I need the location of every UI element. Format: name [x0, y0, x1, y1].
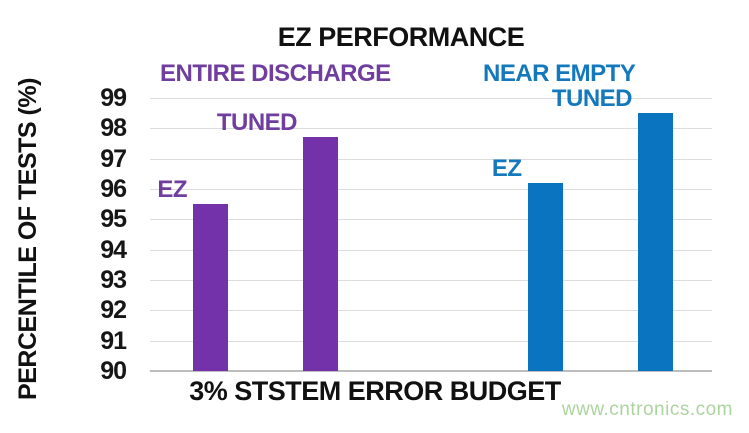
x-axis-label: 3% STSTEM ERROR BUDGET: [189, 376, 561, 406]
y-tick-label-92: 92: [100, 296, 127, 325]
bar-label-near-empty-ez: EZ: [491, 154, 522, 182]
y-axis-title: PERCENTILE OF TESTS (%): [14, 78, 42, 400]
bar-label-entire-discharge-ez: EZ: [157, 176, 187, 204]
group-label-entire-discharge: ENTIRE DISCHARGE: [160, 60, 391, 87]
gridline-90: [150, 370, 712, 372]
gridline-92: [150, 310, 712, 312]
bar-label-entire-discharge-tuned: TUNED: [216, 109, 298, 137]
gridline-96: [150, 189, 712, 190]
bar-entire-discharge-ez: [193, 204, 228, 371]
gridline-95: [150, 219, 712, 221]
y-tick-label-93: 93: [100, 266, 127, 294]
group-label-near-empty: NEAR EMPTY: [483, 60, 636, 87]
y-tick-label-94: 94: [100, 235, 127, 264]
y-tick-label-95: 95: [100, 205, 127, 234]
gridline-94: [150, 249, 712, 251]
plot-area: EZ TUNED EZ TUNED: [150, 86, 712, 372]
y-tick-label-98: 98: [100, 114, 127, 143]
bar-near-empty-ez: [527, 182, 563, 371]
gridline-97: [150, 158, 712, 160]
gridline-93: [150, 280, 712, 281]
bar-entire-discharge-tuned: [303, 137, 338, 371]
chart-title: EZ PERFORMANCE: [277, 22, 525, 52]
bar-near-empty-tuned: [638, 113, 673, 371]
watermark-text: www.cntronics.com: [561, 399, 733, 420]
gridline-98: [150, 128, 712, 130]
y-tick-label-96: 96: [100, 175, 127, 203]
y-tick-label-97: 97: [100, 144, 127, 173]
y-tick-label-99: 99: [100, 84, 127, 112]
gridline-99: [150, 98, 712, 99]
y-tick-label-90: 90: [100, 357, 127, 385]
gridline-91: [150, 340, 712, 342]
y-tick-label-91: 91: [100, 326, 127, 355]
bar-label-near-empty-tuned: TUNED: [551, 85, 633, 113]
